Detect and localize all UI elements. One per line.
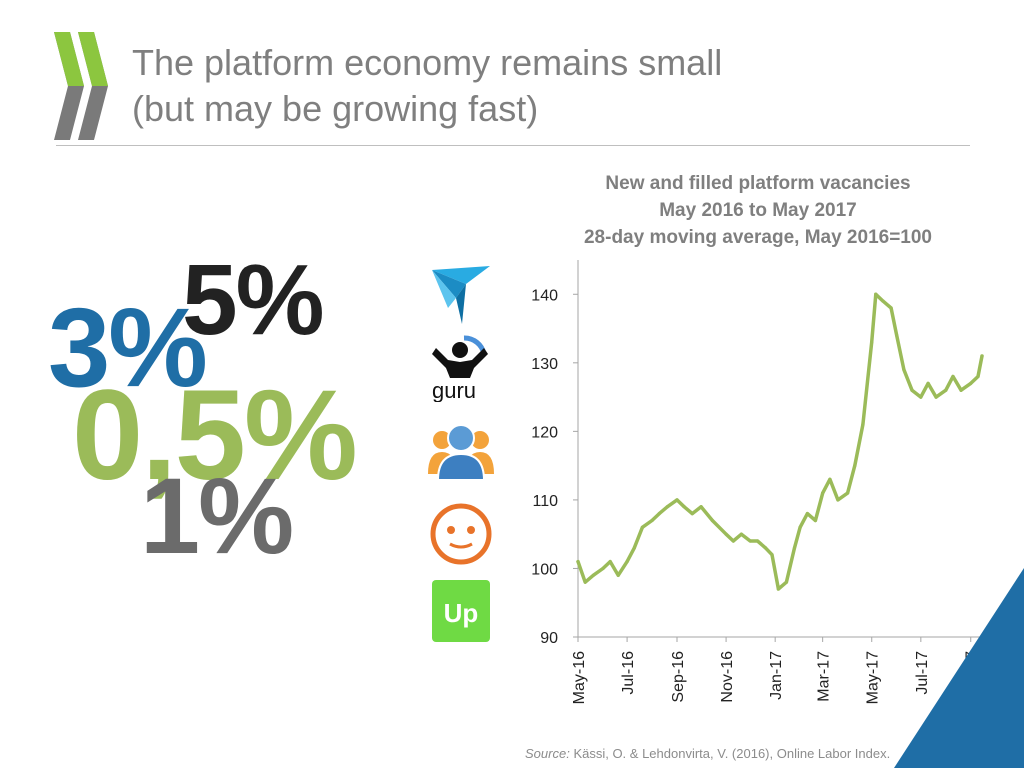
vacancies-line-chart: 90 100 110 120 130 140 May-16 Jul-16 Sep-16 Nov-1… [531, 260, 984, 704]
data-point [792, 546, 797, 550]
x-tick-label: Jul-17 [914, 651, 931, 695]
data-point [910, 388, 914, 392]
data-point [576, 560, 580, 564]
upwork-logo: Up [432, 580, 490, 642]
guru-logo: guru [432, 335, 488, 402]
data-point [640, 525, 644, 529]
guru-logo-text: guru [432, 378, 476, 402]
data-point [846, 491, 850, 495]
source-prefix: Source: [525, 746, 570, 761]
chart-title-line-2: May 2016 to May 2017 [659, 200, 857, 221]
data-point [601, 566, 605, 571]
data-point [828, 477, 832, 481]
data-point [682, 505, 686, 509]
smiley-logo [430, 503, 492, 565]
data-point [934, 395, 938, 399]
chart-title: New and filled platform vacancies May 20… [530, 170, 986, 251]
data-point [951, 374, 955, 379]
oecd-chevron-logo [54, 32, 108, 140]
x-tick-label: Nov-16 [719, 651, 736, 703]
data-point [583, 580, 587, 584]
x-tick-label: Jan-17 [768, 651, 785, 700]
y-tick-label: 100 [531, 561, 558, 578]
data-point [591, 573, 595, 577]
data-point [813, 518, 818, 523]
data-point [724, 532, 728, 536]
data-point [853, 464, 857, 468]
data-point [836, 498, 840, 502]
chart-title-line-3: 28-day moving average, May 2016=100 [583, 227, 932, 248]
data-point [919, 395, 923, 399]
data-point [625, 560, 629, 564]
data-point [980, 354, 984, 358]
x-tick-label: Jul-16 [620, 651, 637, 695]
data-point [710, 518, 714, 523]
data-point [926, 381, 930, 385]
source-note: Source: Kässi, O. & Lehdonvirta, V. (201… [525, 746, 890, 761]
upwork-logo-text: Up [444, 598, 479, 628]
data-point [861, 422, 865, 427]
x-tick-label: Sep-16 [670, 651, 687, 703]
y-tick-label: 110 [532, 493, 558, 510]
corner-decoration [894, 568, 1024, 768]
data-point [731, 539, 735, 543]
data-point [690, 512, 694, 516]
data-point [650, 518, 654, 523]
data-point [755, 539, 760, 543]
data-point [784, 580, 789, 584]
data-point [902, 368, 906, 372]
data-point [874, 292, 878, 296]
y-tick-label: 140 [531, 287, 558, 304]
slide-title-line-2: (but may be growing fast) [132, 88, 539, 129]
data-point [959, 388, 963, 392]
x-tick-label: May-17 [865, 651, 882, 704]
percentage-1: 1% [140, 455, 294, 576]
data-point [699, 505, 703, 509]
chart-title-line-1: New and filled platform vacancies [605, 173, 911, 194]
freelancer-logo [432, 266, 490, 324]
data-point [665, 505, 669, 509]
data-point [944, 388, 948, 392]
data-point [776, 587, 780, 591]
data-point [889, 306, 893, 310]
data-point [969, 381, 973, 385]
x-tick-label: May-16 [571, 651, 588, 704]
percentage-3: 3% [48, 285, 208, 410]
data-point [616, 573, 620, 577]
data-point [805, 512, 809, 516]
data-point [763, 546, 768, 550]
data-point [748, 539, 752, 543]
data-point [881, 299, 885, 303]
data-point [976, 374, 980, 379]
data-point [798, 525, 802, 529]
data-point [770, 553, 774, 557]
slide-title: The platform economy remains small (but … [132, 40, 722, 132]
y-tick-label: 120 [531, 424, 558, 441]
data-point [608, 560, 612, 564]
data-point [657, 512, 661, 516]
y-tick-label: 90 [540, 630, 558, 647]
percentage-0-5: 0,5% [72, 364, 358, 507]
title-divider [56, 145, 970, 146]
peopleperhour-logo [428, 424, 494, 481]
percentage-5: 5% [182, 244, 325, 356]
data-point [870, 340, 874, 344]
data-point [821, 491, 825, 495]
series-line [576, 292, 984, 591]
x-tick-label: Mar-17 [816, 651, 833, 702]
y-tick-label: 130 [531, 356, 558, 373]
data-point [675, 498, 679, 502]
data-point [739, 532, 743, 536]
slide-title-line-1: The platform economy remains small [132, 42, 723, 83]
source-text: Kässi, O. & Lehdonvirta, V. (2016), Onli… [573, 746, 891, 761]
data-point [632, 546, 636, 550]
data-point [895, 333, 899, 337]
